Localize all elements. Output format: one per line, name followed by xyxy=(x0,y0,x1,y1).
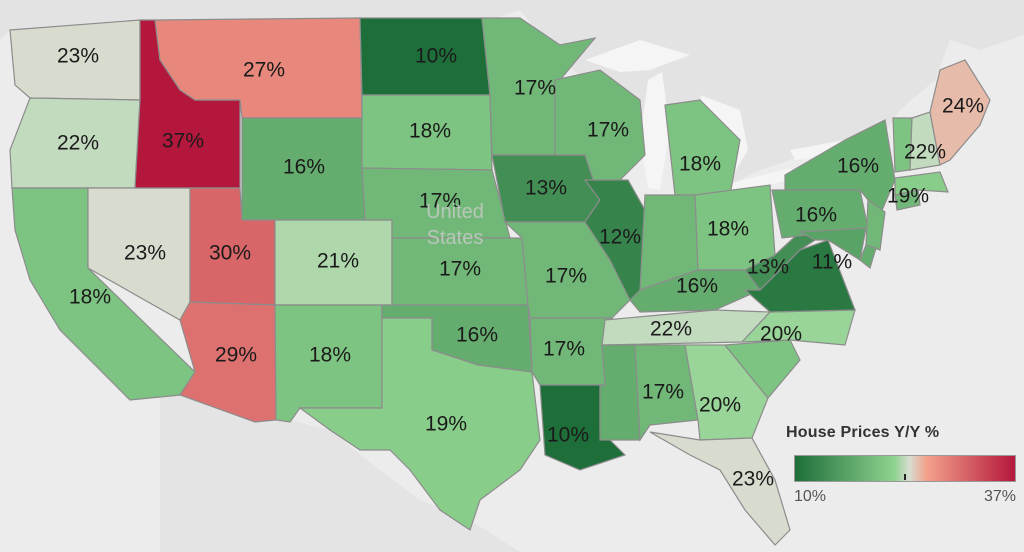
state-label-wy: 16% xyxy=(283,156,325,179)
state-label-oh: 18% xyxy=(707,218,749,241)
state-tx[interactable] xyxy=(298,317,541,531)
state-shapes[interactable] xyxy=(9,17,991,546)
state-label-mn: 17% xyxy=(514,77,556,100)
color-legend: House Prices Y/Y % 10% 37% xyxy=(786,424,1022,510)
state-label-il: 12% xyxy=(599,226,641,249)
state-label-ga: 20% xyxy=(699,394,741,417)
legend-min-label: 10% xyxy=(794,488,827,505)
state-label-or: 22% xyxy=(57,132,99,155)
state-label-nd: 10% xyxy=(415,45,457,68)
lake-michigan xyxy=(640,72,670,190)
state-label-ny: 16% xyxy=(837,155,879,178)
state-label-nh: 22% xyxy=(904,141,946,164)
state-label-sd: 18% xyxy=(409,120,451,143)
state-label-tn: 22% xyxy=(650,318,692,341)
state-md[interactable] xyxy=(797,227,867,261)
mexico-landmass xyxy=(160,380,520,552)
state-wi[interactable] xyxy=(554,69,646,202)
state-me[interactable] xyxy=(929,59,991,166)
state-label-mo: 17% xyxy=(545,265,587,288)
state-label-ia: 13% xyxy=(525,177,567,200)
state-de[interactable] xyxy=(859,244,877,270)
state-ms[interactable] xyxy=(599,344,641,441)
state-label-ma: 19% xyxy=(887,185,929,208)
state-label-wv: 13% xyxy=(747,256,789,279)
state-ma[interactable] xyxy=(894,171,949,196)
state-label-ky: 16% xyxy=(676,275,718,298)
state-label-az: 29% xyxy=(215,344,257,367)
legend-title: House Prices Y/Y % xyxy=(786,424,940,441)
state-fl[interactable] xyxy=(649,431,791,546)
state-label-id: 37% xyxy=(162,130,204,153)
state-label-wi: 17% xyxy=(587,119,629,142)
state-labels: 23% 22% 18% 23% 37% 27% 16% 30% 29% 21% 18% 10% 18% 1… xyxy=(57,45,984,491)
legend-midpoint-tick xyxy=(904,474,906,480)
state-mi[interactable] xyxy=(664,99,741,196)
state-label-mi: 18% xyxy=(679,153,721,176)
map-watermark-line1: United xyxy=(426,201,484,223)
state-label-al: 17% xyxy=(642,381,684,404)
state-al[interactable] xyxy=(634,344,699,442)
state-label-ks: 17% xyxy=(439,258,481,281)
state-nj[interactable] xyxy=(865,198,886,251)
state-label-ar: 17% xyxy=(543,338,585,361)
state-label-la: 10% xyxy=(547,424,589,447)
lake-ontario xyxy=(790,140,850,160)
canada-landmass xyxy=(0,0,1024,190)
state-label-ne: 17% xyxy=(419,190,461,213)
state-label-fl: 23% xyxy=(732,468,774,491)
state-ny[interactable] xyxy=(784,119,896,217)
state-sc[interactable] xyxy=(723,339,801,399)
state-label-nm: 18% xyxy=(309,344,351,367)
state-nc[interactable] xyxy=(740,309,856,346)
state-label-ca: 18% xyxy=(69,286,111,309)
state-label-co: 21% xyxy=(317,250,359,273)
state-label-mt: 27% xyxy=(243,59,285,82)
legend-max-label: 37% xyxy=(983,488,1016,505)
state-label-ut: 30% xyxy=(209,242,251,265)
state-label-nv: 23% xyxy=(124,242,166,265)
state-label-nc: 20% xyxy=(760,323,802,346)
state-label-tx: 19% xyxy=(425,413,467,436)
map-watermark-line2: States xyxy=(427,227,484,249)
state-label-va: 11% xyxy=(812,251,852,274)
state-label-wa: 23% xyxy=(57,45,99,68)
state-label-ok: 16% xyxy=(456,324,498,347)
state-label-pa: 16% xyxy=(795,204,837,227)
state-label-me: 24% xyxy=(942,95,984,118)
lake-superior xyxy=(585,40,690,72)
